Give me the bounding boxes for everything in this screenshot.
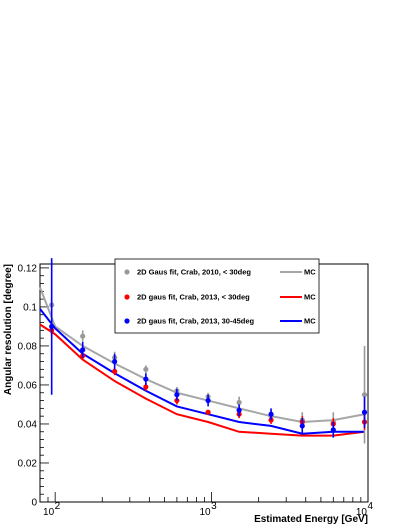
x-tick-label-exponent: 2 [55, 501, 61, 512]
x-tick-label-exponent: 3 [211, 501, 217, 512]
data-point [236, 399, 242, 406]
data-point [112, 358, 118, 365]
x-tick-label-base: 10 [356, 507, 368, 518]
legend-marker [124, 294, 130, 300]
mc-curves [39, 287, 365, 437]
data-point [143, 384, 149, 390]
data-point [236, 407, 242, 413]
axis-ticks [39, 267, 369, 503]
y-axis-title: Angular resolution [degree] [3, 264, 14, 395]
data-point [268, 411, 274, 417]
x-axis-title: Estimated Energy [GeV] [254, 514, 368, 525]
y-tick-label: 0.08 [18, 341, 38, 352]
data-point [174, 392, 180, 398]
data-points [49, 258, 368, 444]
legend-mc-label: MC [304, 293, 316, 302]
data-point [112, 368, 118, 374]
y-tick-labels: 0 0.02 0.04 0.06 0.08 0.1 0.12 [18, 263, 38, 508]
y-tick-label: 0.12 [18, 263, 38, 274]
data-point [361, 409, 368, 415]
legend-mc-label: MC [304, 268, 316, 277]
legend-marker [124, 269, 130, 275]
data-point [361, 392, 368, 398]
legend-mc-label: MC [304, 317, 316, 326]
data-point [205, 409, 211, 415]
y-tick-label: 0.1 [23, 302, 37, 313]
data-point [299, 423, 305, 429]
legend-marker [124, 318, 130, 324]
data-point [80, 333, 86, 339]
legend-label: 2D Gaus fit, Crab, 2010, < 30deg [137, 268, 251, 277]
data-point [80, 347, 86, 353]
y-tick-label: 0.02 [18, 458, 38, 469]
data-point [330, 427, 336, 433]
mc-curve-line [39, 287, 365, 424]
mc-curve-line [39, 308, 365, 435]
data-point [205, 397, 211, 404]
legend-label: 2D gaus fit, Crab, 2013, 30-45deg [137, 317, 255, 326]
data-point [49, 323, 55, 330]
legend: 2D Gaus fit, Crab, 2010, < 30deg MC 2D gau… [114, 258, 320, 334]
y-tick-label: 0.06 [18, 380, 38, 391]
mc-curve-line [39, 323, 365, 437]
x-tick-label-base: 10 [199, 507, 211, 518]
data-point [143, 376, 149, 382]
x-tick-label-exponent: 4 [368, 501, 374, 512]
y-tick-label: 0 [31, 498, 37, 509]
x-tick-label-base: 10 [43, 507, 55, 518]
legend-label: 2D gaus fit, Crab, 2013, < 30deg [137, 293, 250, 302]
data-point [143, 366, 149, 372]
y-tick-label: 0.04 [18, 419, 38, 430]
